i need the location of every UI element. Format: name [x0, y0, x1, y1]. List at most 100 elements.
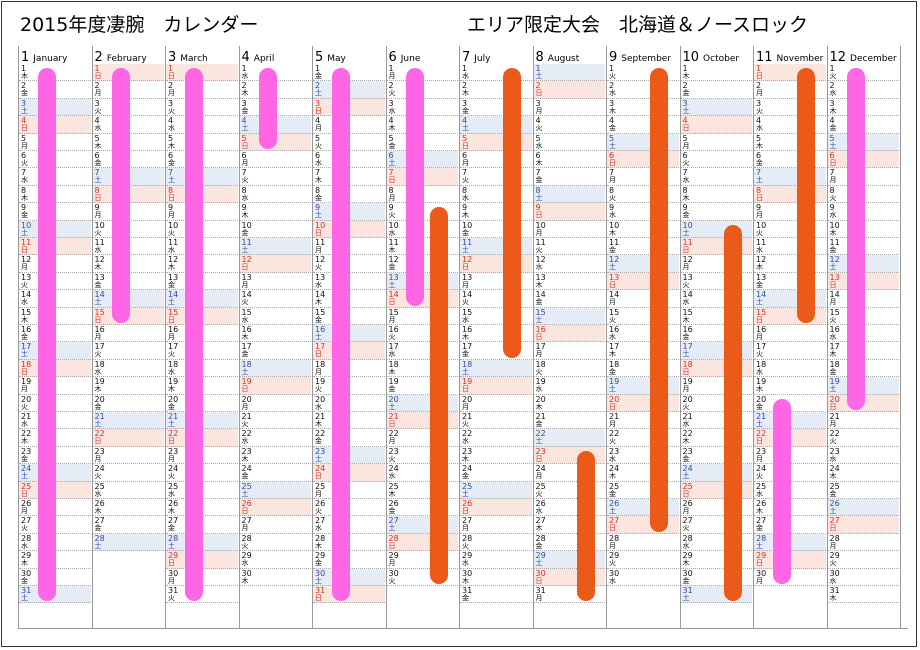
weekday-label: 水: [241, 72, 249, 80]
day-number: 23: [682, 446, 693, 456]
weekday-label: 水: [241, 437, 249, 446]
day-cell: 23 木: [460, 447, 532, 465]
day-number: 25: [388, 481, 399, 491]
day-number: 31: [535, 586, 546, 595]
day-number: 3: [21, 98, 27, 108]
day-number: 15: [94, 307, 105, 317]
weekday-label: 日: [388, 541, 396, 550]
day-cell: 21 水: [680, 412, 752, 430]
weekday-label: 金: [94, 280, 102, 289]
day-number: 25: [462, 481, 473, 491]
day-number: 14: [829, 290, 840, 300]
day-number: 14: [168, 290, 179, 300]
day-number: 7: [829, 168, 835, 178]
month-number: 3: [168, 50, 177, 64]
month-name: September: [621, 54, 672, 64]
weekday-label: 水: [168, 367, 175, 376]
calendar-subtitle: エリア限定大会 北海道＆ノースロック: [467, 14, 809, 36]
day-number: 15: [682, 307, 693, 317]
weekday-label: 金: [388, 507, 396, 515]
day-cell: 19 木: [92, 377, 164, 395]
weekday-label: 水: [241, 559, 249, 568]
day-cell: 24 木: [607, 464, 679, 482]
month-number: 10: [682, 50, 700, 64]
weekday-label: 日: [535, 211, 543, 220]
day-number: 6: [21, 151, 27, 160]
weekday-label: 日: [609, 524, 616, 533]
day-number: 17: [315, 342, 326, 352]
weekday-label: 火: [462, 298, 469, 307]
weekday-label: 木: [388, 489, 396, 498]
day-cell: 14 火: [239, 290, 311, 308]
weekday-label: 金: [535, 420, 543, 428]
weekday-label: 木: [756, 507, 763, 515]
day-cell: 31 火: [166, 586, 238, 604]
day-number: 22: [21, 429, 32, 439]
day-number: 8: [756, 185, 762, 195]
weekday-label: 金: [609, 124, 616, 133]
day-number: 22: [241, 429, 252, 439]
day-number: 21: [682, 412, 693, 421]
day-number: 14: [21, 290, 32, 300]
weekday-label: 土: [756, 176, 763, 185]
month-number: 12: [829, 50, 847, 64]
day-number: 24: [21, 464, 32, 474]
weekday-label: 水: [462, 193, 469, 202]
weekday-label: 日: [21, 367, 28, 376]
weekday-label: 木: [756, 385, 763, 394]
month-header: 2 February: [95, 46, 165, 64]
day-number: 21: [756, 412, 767, 421]
weekday-label: 土: [168, 298, 175, 307]
weekday-label: 月: [241, 402, 249, 411]
day-number: 17: [388, 342, 399, 352]
month-header: 12 December: [830, 46, 900, 64]
day-cell: 28 金: [533, 534, 605, 552]
day-cell: 19 日: [460, 377, 532, 395]
day-number: 12: [168, 255, 179, 265]
orange-period-bar: [650, 68, 668, 532]
day-number: 16: [462, 325, 473, 334]
weekday-label: 金: [241, 228, 249, 237]
day-number: 9: [315, 203, 321, 213]
day-number: 28: [462, 533, 473, 543]
day-cell: 16 月: [92, 325, 164, 343]
weekday-label: 水: [829, 89, 837, 98]
weekday-label: 月: [682, 263, 690, 272]
day-cell: 30 月: [754, 569, 826, 586]
day-number: 14: [756, 290, 767, 300]
day-number: 18: [535, 359, 546, 369]
day-number: 16: [829, 325, 840, 334]
day-cell: 20 月: [460, 395, 532, 412]
weekday-label: 日: [168, 559, 175, 568]
weekday-label: 火: [388, 211, 396, 220]
day-number: 16: [315, 325, 326, 334]
day-number: 23: [315, 446, 326, 456]
day-number: 14: [535, 290, 546, 300]
weekday-label: 土: [21, 106, 28, 115]
day-cell: 30 水: [607, 569, 679, 586]
month-header: 9 September: [609, 46, 679, 64]
day-number: 20: [241, 394, 252, 404]
weekday-label: 土: [315, 454, 322, 463]
day-number: 28: [682, 533, 693, 543]
day-number: 9: [609, 203, 615, 213]
day-number: 26: [168, 499, 179, 508]
day-number: 2: [829, 81, 835, 91]
day-number: 26: [535, 499, 546, 508]
day-number: 7: [241, 168, 247, 178]
day-number: 19: [315, 377, 326, 387]
weekday-label: 日: [682, 489, 690, 498]
day-number: 2: [168, 81, 174, 91]
day-number: 17: [168, 342, 179, 352]
weekday-label: 日: [609, 280, 616, 289]
weekday-label: 木: [388, 246, 396, 254]
weekday-label: 木: [315, 420, 322, 428]
weekday-label: 金: [829, 489, 837, 498]
